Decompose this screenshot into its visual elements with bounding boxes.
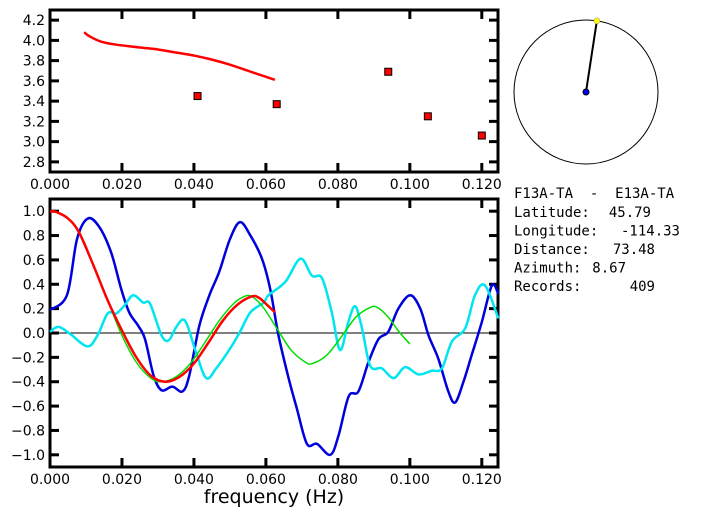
x-tick-label: 0.060 bbox=[246, 472, 286, 488]
x-tick-label: 0.020 bbox=[102, 177, 142, 193]
x-tick-label: 0.060 bbox=[246, 177, 286, 193]
info-label: Records: bbox=[514, 279, 581, 295]
azimuth-needle bbox=[585, 20, 598, 93]
azimuth-dial bbox=[513, 17, 659, 165]
data-point bbox=[193, 92, 202, 101]
info-value: -114.33 bbox=[621, 224, 680, 240]
plot-frame bbox=[48, 8, 500, 174]
x-axis-label: frequency (Hz) bbox=[204, 486, 344, 508]
y-tick-label: 4.0 bbox=[23, 33, 45, 49]
y-tick-label: 4.2 bbox=[23, 13, 45, 29]
info-label: Azimuth: bbox=[514, 261, 581, 277]
data-point bbox=[423, 112, 432, 121]
x-tick-label: 0.120 bbox=[462, 177, 502, 193]
y-tick-label: 0.4 bbox=[23, 277, 45, 293]
x-tick-label: 0.100 bbox=[390, 177, 430, 193]
x-tick-label: 0.120 bbox=[462, 472, 502, 488]
y-tick-label: −0.8 bbox=[11, 423, 45, 439]
correlation-plot: 0.000 0.020 0.040 0.060 0.080 0.100 0.120 −1.0 −… bbox=[11, 197, 502, 488]
y-tick-label: 3.4 bbox=[23, 94, 45, 110]
y-tick-label: 3.0 bbox=[23, 135, 45, 151]
x-tick-label: 0.000 bbox=[30, 472, 70, 488]
info-value: 45.79 bbox=[609, 205, 651, 221]
y-tick-label: 3.2 bbox=[23, 114, 45, 130]
x-tick-label: 0.040 bbox=[174, 177, 214, 193]
station-info-panel: F13A-TA - E13A-TA Latitude: 45.79 Longitud… bbox=[514, 186, 680, 295]
data-point bbox=[272, 100, 281, 109]
station-end-marker bbox=[593, 17, 601, 25]
series-green-line bbox=[83, 241, 411, 383]
y-tick-label: −0.2 bbox=[11, 350, 45, 366]
x-tick-label: 0.000 bbox=[30, 177, 70, 193]
info-value: 409 bbox=[630, 279, 655, 295]
y-tick-label: 0.2 bbox=[23, 302, 45, 318]
x-tick-label: 0.020 bbox=[102, 472, 142, 488]
station-pair: F13A-TA - E13A-TA bbox=[514, 186, 675, 202]
y-tick-label: 1.0 bbox=[23, 204, 45, 220]
y-tick-label: −0.4 bbox=[11, 375, 45, 391]
x-tick-label: 0.100 bbox=[390, 472, 430, 488]
y-tick-label: −1.0 bbox=[11, 448, 45, 464]
y-tick-label: 3.8 bbox=[23, 54, 45, 70]
info-label: Longitude: bbox=[514, 224, 598, 240]
x-tick-label: 0.080 bbox=[318, 472, 358, 488]
data-point bbox=[477, 131, 486, 140]
station-center-marker bbox=[582, 88, 590, 96]
series-red-line bbox=[49, 209, 276, 383]
info-value: 73.48 bbox=[613, 242, 655, 258]
y-tick-label: −0.6 bbox=[11, 399, 45, 415]
y-tick-label: 0.8 bbox=[23, 229, 45, 245]
y-tick-label: 2.8 bbox=[23, 155, 45, 171]
y-tick-label: 0.0 bbox=[23, 326, 45, 342]
info-value: 8.67 bbox=[592, 261, 626, 277]
data-point bbox=[384, 67, 393, 76]
y-tick-label: 0.6 bbox=[23, 253, 45, 269]
series-curve-line bbox=[83, 31, 276, 82]
info-label: Distance: bbox=[514, 242, 590, 258]
group-velocity-plot: 0.000 0.020 0.040 0.060 0.080 0.100 0.120 2.8 3.… bbox=[23, 8, 502, 193]
info-label: Latitude: bbox=[514, 205, 590, 221]
dial-circle bbox=[513, 19, 659, 165]
y-tick-label: 3.6 bbox=[23, 74, 45, 90]
series-blue-line bbox=[49, 216, 500, 457]
x-tick-label: 0.080 bbox=[318, 177, 358, 193]
x-tick-label: 0.040 bbox=[174, 472, 214, 488]
